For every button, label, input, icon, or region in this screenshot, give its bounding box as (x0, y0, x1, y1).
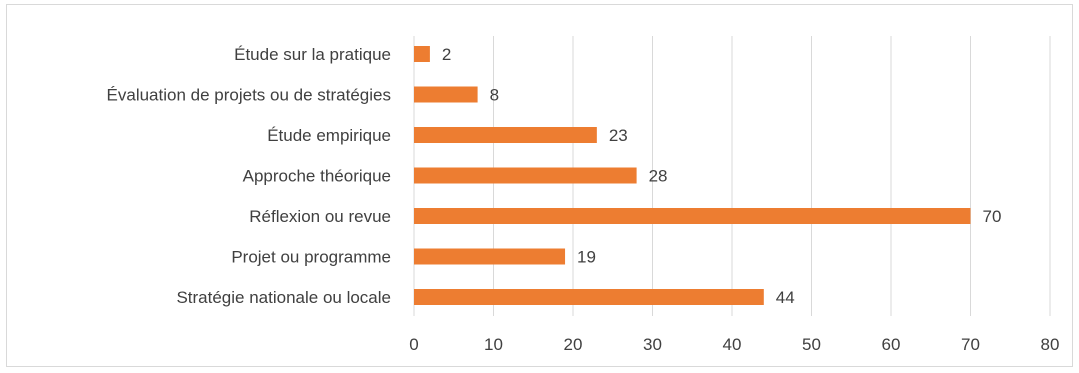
data-label: 8 (490, 86, 499, 105)
x-tick-label: 40 (723, 335, 742, 354)
x-tick-label: 20 (564, 335, 583, 354)
x-tick-label: 80 (1041, 335, 1060, 354)
x-tick-label: 30 (643, 335, 662, 354)
category-labels: Étude sur la pratique Évaluation de proje… (107, 45, 391, 307)
bar (414, 127, 597, 143)
category-label: Évaluation de projets ou de stratégies (107, 86, 391, 105)
data-label: 70 (983, 207, 1002, 226)
bars-group (414, 46, 971, 305)
gridlines (413, 36, 1051, 316)
chart-frame (6, 4, 1073, 367)
bar (414, 248, 566, 265)
bar (414, 289, 764, 305)
category-label: Étude sur la pratique (234, 45, 391, 64)
x-tick-labels: 0 10 20 30 40 50 60 70 80 (409, 335, 1059, 354)
x-tick-label: 50 (802, 335, 821, 354)
x-tick-label: 60 (882, 335, 901, 354)
data-label: 28 (649, 167, 668, 186)
data-label: 44 (776, 288, 795, 307)
x-tick-label: 0 (409, 335, 418, 354)
data-label: 19 (577, 248, 596, 267)
bar (414, 86, 478, 103)
category-label: Stratégie nationale ou locale (176, 288, 391, 307)
bar (414, 46, 430, 62)
data-label: 23 (609, 126, 628, 145)
x-tick-label: 10 (484, 335, 503, 354)
bar (414, 208, 971, 224)
category-label: Approche théorique (243, 167, 391, 186)
data-label: 2 (442, 45, 451, 64)
category-label: Projet ou programme (231, 248, 391, 267)
x-tick-label: 70 (961, 335, 980, 354)
category-label: Réflexion ou revue (249, 207, 391, 226)
bar (414, 167, 637, 184)
category-label: Étude empirique (267, 126, 391, 145)
